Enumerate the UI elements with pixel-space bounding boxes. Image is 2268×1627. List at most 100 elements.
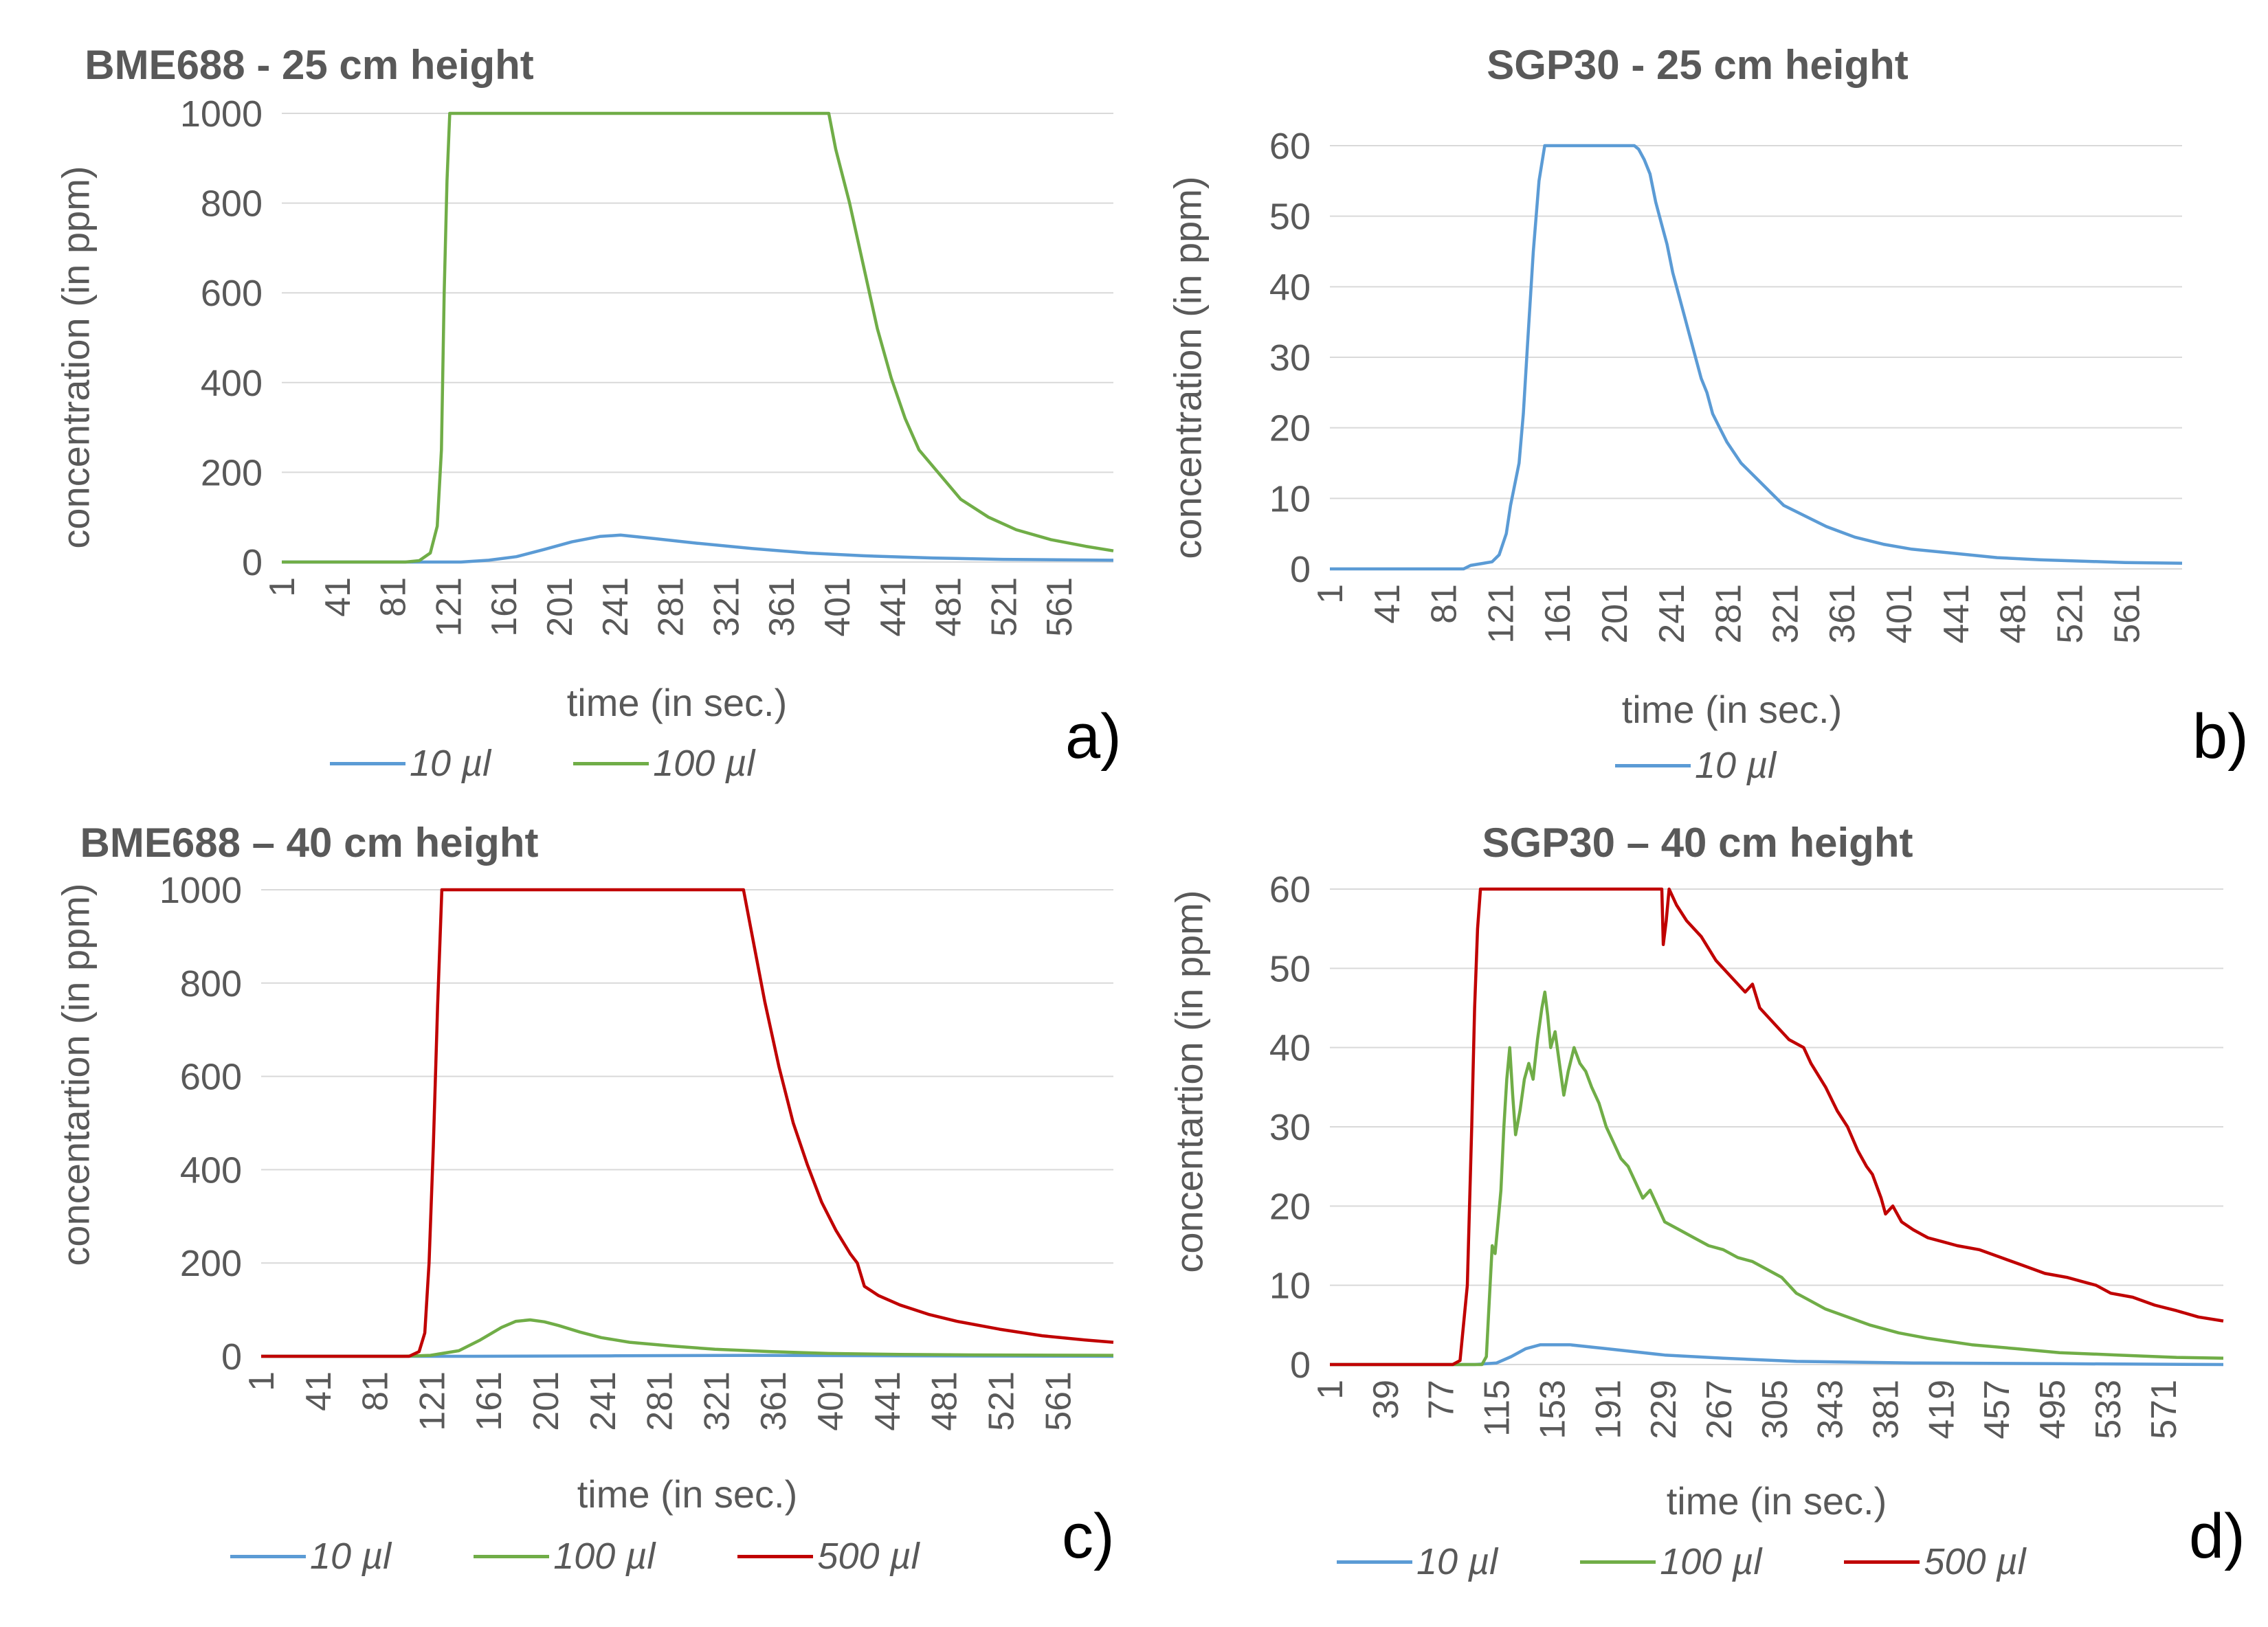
panel-c: BME688 – 40 cm height concentartion (in … <box>0 814 1134 1627</box>
x-tick-label: 121 <box>1481 584 1521 644</box>
x-tick-label: 561 <box>1038 1371 1078 1431</box>
x-tick-label: 81 <box>356 1371 396 1411</box>
x-tick-label: 81 <box>374 577 414 617</box>
legend-item-100ul: 100 µl <box>1580 1540 1761 1583</box>
legend-swatch <box>330 761 405 765</box>
legend-item-500ul: 500 µl <box>737 1535 920 1578</box>
legend-label: 500 µl <box>817 1536 920 1577</box>
y-tick-label: 400 <box>180 1149 242 1191</box>
x-tick-label: 77 <box>1422 1380 1462 1420</box>
x-tick-label: 521 <box>984 577 1024 637</box>
legend: 10 µl <box>1615 744 1858 787</box>
x-tick-label: 401 <box>811 1371 851 1431</box>
x-tick-label: 521 <box>981 1371 1021 1431</box>
legend-label: 100 µl <box>1660 1541 1762 1582</box>
legend-swatch <box>1844 1560 1920 1564</box>
x-tick-label: 561 <box>2107 584 2147 644</box>
x-tick-label: 161 <box>1538 584 1578 644</box>
legend-swatch <box>737 1554 814 1558</box>
legend-label: 100 µl <box>653 743 755 784</box>
x-tick-label: 401 <box>818 577 858 637</box>
x-tick-label: 457 <box>1977 1380 2017 1439</box>
x-tick-label: 495 <box>2033 1380 2073 1439</box>
legend-swatch <box>1580 1560 1656 1564</box>
y-tick-label: 400 <box>201 363 263 404</box>
x-tick-label: 571 <box>2144 1380 2184 1439</box>
x-tick-label: 39 <box>1366 1380 1406 1420</box>
x-tick-label: 441 <box>874 577 913 637</box>
legend-swatch <box>573 761 649 765</box>
x-tick-label: 121 <box>412 1371 452 1431</box>
x-tick-label: 201 <box>1595 584 1635 644</box>
x-tick-label: 441 <box>868 1371 908 1431</box>
y-tick-label: 30 <box>1269 337 1311 379</box>
legend-item-10ul: 10 µl <box>230 1535 391 1578</box>
chart-title: SGP30 – 40 cm height <box>1482 820 1913 866</box>
x-tick-label: 321 <box>707 577 746 637</box>
panel-d: SGP30 – 40 cm height concentartion (in p… <box>1134 814 2268 1627</box>
legend-item-100ul: 100 µl <box>573 742 755 785</box>
x-tick-label: 161 <box>485 577 524 637</box>
legend-label: 500 µl <box>1924 1541 2026 1582</box>
panel-letter: d) <box>2189 1501 2245 1571</box>
y-tick-label: 40 <box>1269 267 1311 308</box>
legend-label: 10 µl <box>1695 745 1777 786</box>
x-tick-label: 115 <box>1478 1380 1517 1437</box>
x-tick-label: 481 <box>929 577 969 637</box>
chart-title: SGP30 - 25 cm height <box>1487 42 1909 88</box>
y-tick-label: 800 <box>180 963 242 1005</box>
x-tick-label: 41 <box>299 1371 339 1411</box>
plot-area: 0 10 20 30 40 50 60 1 41 81 121 161 201 241 281 321 361 4… <box>1269 126 2183 644</box>
legend-label: 10 µl <box>1416 1541 1498 1582</box>
y-tick-label: 200 <box>201 452 263 493</box>
panel-b: SGP30 - 25 cm height concentration (in p… <box>1134 0 2268 814</box>
x-tick-label: 281 <box>641 1371 680 1431</box>
x-tick-label: 481 <box>925 1371 965 1431</box>
legend-item-10ul: 10 µl <box>1615 744 1776 787</box>
x-tick-label: 361 <box>754 1371 794 1431</box>
legend-swatch <box>1615 763 1691 767</box>
legend-label: 10 µl <box>410 743 491 784</box>
chart-title: BME688 - 25 cm height <box>85 42 534 88</box>
y-tick-label: 0 <box>1290 1345 1311 1386</box>
y-tick-label: 60 <box>1269 126 1311 167</box>
legend-label: 10 µl <box>310 1536 392 1577</box>
legend-item-500ul: 500 µl <box>1844 1540 2026 1583</box>
x-tick-label: 241 <box>1652 584 1692 644</box>
series-line-500ul <box>1330 887 2224 1367</box>
legend-label: 100 µl <box>553 1536 656 1577</box>
y-tick-label: 30 <box>1269 1107 1311 1148</box>
y-tick-label: 10 <box>1269 478 1311 519</box>
series-line-100ul <box>282 111 1114 564</box>
x-tick-label: 361 <box>762 577 802 637</box>
legend-swatch <box>230 1554 306 1558</box>
x-tick-label: 1 <box>263 577 302 597</box>
x-tick-label: 191 <box>1588 1380 1628 1439</box>
x-tick-label: 419 <box>1922 1380 1961 1439</box>
x-tick-label: 1 <box>1311 584 1350 604</box>
y-tick-label: 600 <box>201 273 263 314</box>
plot-area: 0 10 20 30 40 50 60 1 39 77 115 153 191 229 267 305 343 3… <box>1269 869 2224 1439</box>
plot-area: 0 200 400 600 800 1000 1 41 81 121 161 201 241 281 321… <box>180 93 1114 637</box>
y-tick-label: 1000 <box>180 93 263 135</box>
x-tick-label: 201 <box>526 1371 566 1431</box>
x-tick-label: 241 <box>596 577 636 637</box>
x-axis-label: time (in sec.) <box>1621 688 1843 731</box>
y-tick-label: 0 <box>242 542 263 583</box>
x-tick-label: 381 <box>1867 1380 1906 1439</box>
y-tick-label: 50 <box>1269 197 1311 238</box>
x-tick-label: 41 <box>1368 584 1408 624</box>
x-tick-label: 401 <box>1880 584 1920 644</box>
x-tick-label: 41 <box>318 577 358 617</box>
y-tick-label: 10 <box>1269 1266 1311 1307</box>
y-tick-label: 0 <box>221 1336 242 1378</box>
legend: 10 µl 100 µl <box>330 742 837 785</box>
panel-letter: c) <box>1062 1501 1115 1571</box>
x-tick-label: 81 <box>1425 584 1465 624</box>
x-tick-label: 1 <box>242 1371 282 1391</box>
x-tick-label: 521 <box>2050 584 2090 644</box>
y-tick-label: 800 <box>201 183 263 225</box>
x-tick-label: 121 <box>429 577 469 637</box>
x-tick-label: 343 <box>1811 1380 1851 1439</box>
x-tick-label: 305 <box>1755 1380 1795 1439</box>
